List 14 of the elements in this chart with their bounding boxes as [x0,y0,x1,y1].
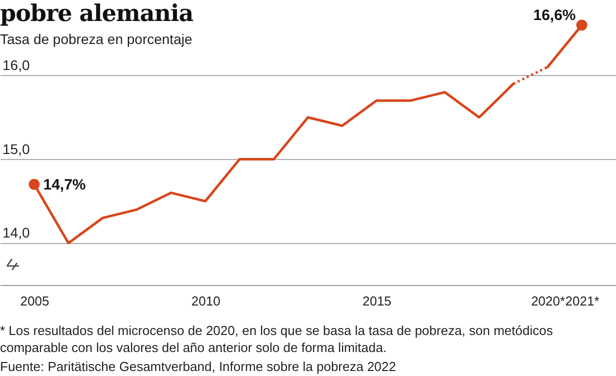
text: * Los resultados del microcenso de 2020, en los que se basa la tasa de pobreza, son metódicos comparable con los valores del año anterior solo de forma limitada. [0,322,554,356]
y-tick-label: 14,0 [2,224,30,241]
x-tick-label: 2021* [565,294,600,308]
y-tick-label: 16,0 [2,56,30,73]
x-tick-label: 2015 [362,294,392,308]
y-tick-label: 15,0 [2,140,30,157]
text: Tasa de pobreza en porcentaje [0,31,192,47]
source-note: Fuente: Paritätische Gesamtverband, Informe sobre la pobreza 2022 [0,358,397,375]
x-tick-label: 2010 [191,294,220,308]
annotation: 14,7% [43,176,86,194]
chart-title: pobre alemania [0,0,194,27]
x-tick-label: 2005 [20,294,50,308]
x-tick-label: 2020* [531,294,566,308]
annotation: 16,6% [533,7,576,24]
